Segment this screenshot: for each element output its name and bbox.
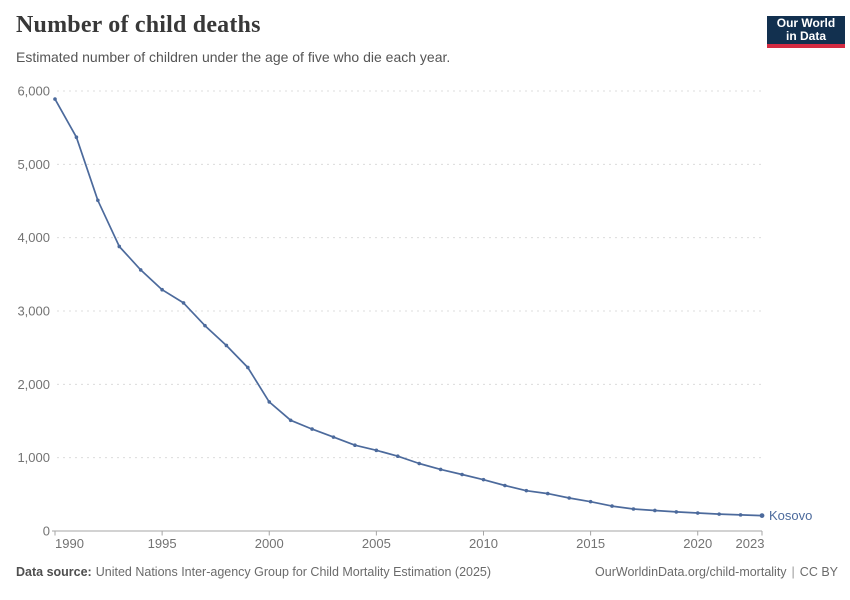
entity-label[interactable]: Kosovo xyxy=(769,508,812,523)
data-point xyxy=(74,135,79,139)
footer-divider: | xyxy=(791,565,795,579)
owid-logo[interactable]: Our World in Data xyxy=(767,16,845,48)
chart-title: Number of child deaths xyxy=(16,12,261,38)
data-point xyxy=(288,418,293,423)
owid-logo-line1: Our World xyxy=(776,16,836,30)
data-point xyxy=(524,488,529,493)
data-point xyxy=(567,496,571,500)
data-point xyxy=(224,343,229,348)
series-line xyxy=(54,98,763,517)
y-tick-label: 0 xyxy=(43,524,50,539)
data-point xyxy=(374,448,379,453)
data-point xyxy=(503,483,507,488)
data-point xyxy=(759,513,765,518)
data-point xyxy=(331,435,336,439)
data-point xyxy=(138,268,143,272)
footer-link[interactable]: OurWorldinData.org/child-mortality xyxy=(595,565,787,579)
data-point xyxy=(203,323,207,328)
x-tick-label: 2010 xyxy=(469,536,498,551)
chart-footer: Data source: United Nations Inter-agency … xyxy=(16,562,838,582)
data-point xyxy=(438,467,443,472)
data-point xyxy=(653,508,657,513)
x-tick-label: 1995 xyxy=(148,536,177,551)
footer-license[interactable]: CC BY xyxy=(799,565,838,579)
chart-header: Number of child deaths Estimated number … xyxy=(16,12,750,65)
data-point xyxy=(53,97,57,101)
y-tick-label: 2,000 xyxy=(17,377,50,392)
x-tick-label: 2020 xyxy=(683,536,712,551)
footer-right: OurWorldinData.org/child-mortality | CC BY xyxy=(595,565,838,579)
data-point xyxy=(96,198,100,203)
y-tick-label: 3,000 xyxy=(17,304,50,319)
data-source-label: Data source: xyxy=(16,565,92,579)
data-point xyxy=(481,477,486,482)
x-tick-label: 2015 xyxy=(576,536,605,551)
data-point xyxy=(674,510,679,514)
data-point xyxy=(545,491,550,496)
x-tick-label: 2000 xyxy=(255,536,284,551)
data-point xyxy=(267,400,272,404)
data-point xyxy=(717,512,721,516)
y-tick-label: 4,000 xyxy=(17,230,50,245)
data-point xyxy=(631,507,636,511)
x-tick-label: 2005 xyxy=(362,536,391,551)
data-point xyxy=(460,472,464,477)
y-tick-label: 1,000 xyxy=(17,450,50,465)
chart-subtitle: Estimated number of children under the a… xyxy=(16,49,451,65)
data-point xyxy=(160,287,164,292)
x-tick-label: 1990 xyxy=(55,536,84,551)
data-point xyxy=(181,301,186,305)
data-point xyxy=(246,365,250,370)
x-tick-label: 2023 xyxy=(736,536,765,551)
data-point xyxy=(395,454,400,459)
owid-logo-line2: in Data xyxy=(785,29,826,43)
chart-svg[interactable]: 0 1,000 2,000 3,000 4,000 5,000 6,000 1990 1995 2… xyxy=(0,0,850,560)
data-point xyxy=(417,461,422,466)
data-point xyxy=(738,513,743,517)
y-tick-label: 6,000 xyxy=(17,84,50,99)
data-point xyxy=(353,443,357,448)
data-point xyxy=(310,427,314,431)
data-source: Data source: United Nations Inter-agency … xyxy=(16,565,491,579)
y-tick-label: 5,000 xyxy=(17,157,50,172)
data-point xyxy=(588,499,593,504)
data-point xyxy=(610,504,614,508)
data-point xyxy=(117,244,122,249)
chart-plot-area[interactable]: 0 1,000 2,000 3,000 4,000 5,000 6,000 1990 1995 2… xyxy=(0,0,850,560)
data-point xyxy=(695,511,700,515)
data-source-text: United Nations Inter-agency Group for Ch… xyxy=(95,565,492,579)
